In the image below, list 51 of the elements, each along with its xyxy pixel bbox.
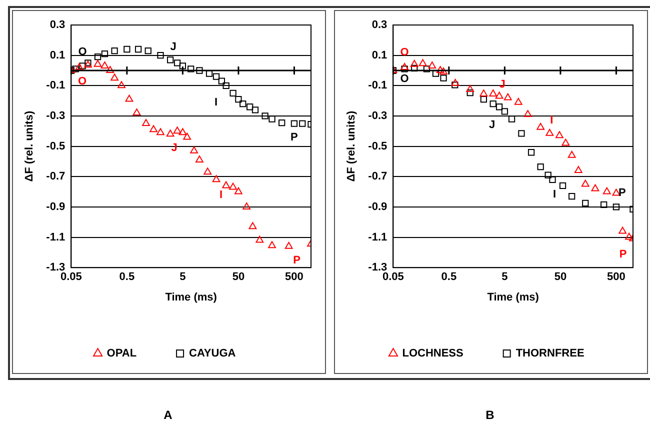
annotation: P [618, 186, 626, 199]
y-tick-label: 0.3 [50, 19, 66, 32]
x-tick-label: 0.05 [382, 271, 404, 284]
y-tick-label: -1.3 [46, 262, 66, 274]
y-tick-label: -0.9 [368, 200, 388, 213]
annotation: O [78, 75, 88, 88]
legend-label: OPAL [106, 348, 137, 360]
x-tick-label: 5 [502, 271, 508, 284]
y-tick-label: -1.1 [46, 231, 66, 244]
annotation: P [293, 254, 300, 266]
x-tick-label: 0.05 [60, 271, 82, 284]
annotation: J [489, 118, 496, 131]
x-axis-title: Time (ms) [165, 291, 218, 304]
y-tick-label: 0.3 [372, 19, 388, 32]
y-tick-label: -0.7 [46, 170, 66, 183]
x-tick-label: 500 [285, 271, 304, 284]
text: B [484, 408, 496, 422]
x-tick-label: 0.5 [119, 271, 135, 284]
annotation: O [400, 73, 410, 86]
y-tick-label: -1.1 [368, 231, 388, 244]
legend-label: CAYUGA [189, 348, 236, 360]
y-tick-label: -0.3 [368, 110, 388, 122]
y-tick-label: -0.1 [46, 80, 66, 92]
y-tick-label: -0.5 [46, 140, 66, 152]
annotation: O [78, 46, 88, 58]
y-tick-label: -0.9 [46, 200, 66, 213]
text: A [162, 408, 174, 422]
annotation: I [220, 188, 223, 201]
annotation: I [214, 96, 218, 108]
legend-label: LOCHNESS [402, 348, 464, 360]
y-tick-label: -0.1 [368, 80, 388, 92]
y-tick-label: 0.1 [372, 49, 388, 62]
x-tick-label: 50 [554, 271, 567, 284]
annotation: I [550, 114, 554, 126]
annotation: P [290, 132, 298, 144]
x-tick-label: 0.5 [441, 271, 457, 284]
y-axis-title: ΔF (rel. units) [24, 110, 36, 182]
x-tick-label: 5 [180, 271, 186, 284]
annotation: J [170, 40, 176, 53]
y-tick-label: -0.5 [368, 140, 388, 152]
annotation: P [619, 248, 627, 260]
y-tick-label: 0.1 [50, 49, 66, 62]
y-tick-label: -0.3 [46, 110, 66, 122]
y-axis-title: ΔF (rel. units) [346, 110, 358, 182]
y-tick-label: -0.7 [368, 170, 388, 183]
annotation: I [552, 188, 556, 201]
x-axis-title: Time (ms) [487, 291, 540, 304]
legend-label: THORNFREE [516, 348, 584, 360]
y-tick-label: -1.3 [368, 262, 388, 274]
x-tick-label: 50 [232, 271, 245, 284]
x-tick-label: 500 [607, 271, 626, 284]
